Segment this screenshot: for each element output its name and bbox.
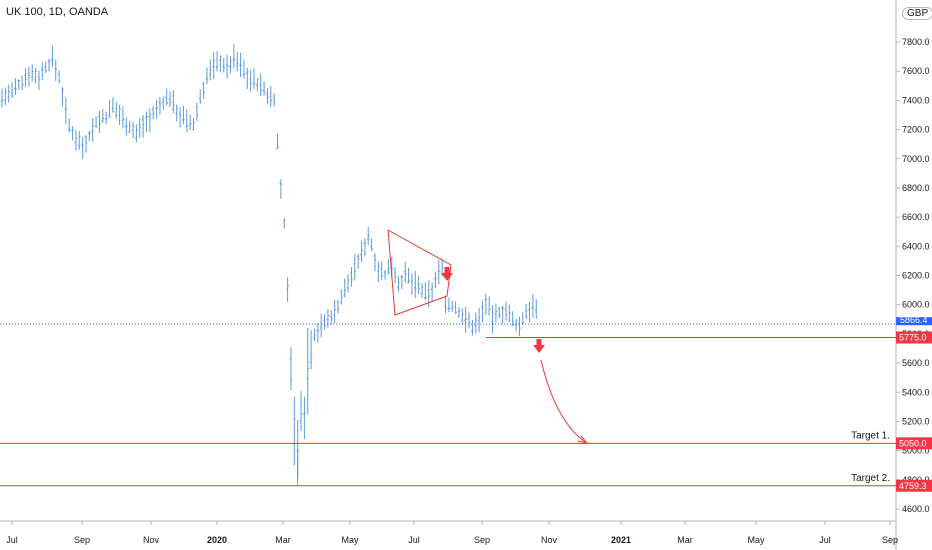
target-1-annotation: Target 1. [851, 430, 890, 441]
projection-curve[interactable] [540, 359, 586, 443]
y-tick-label: 7600.0 [902, 66, 930, 76]
y-tick-label: 6000.0 [902, 300, 930, 310]
down-arrow-icon [533, 339, 545, 353]
triangle-pattern[interactable] [387, 229, 452, 316]
y-tick-label: 7400.0 [902, 95, 930, 105]
currency-badge[interactable]: GBP [902, 7, 932, 20]
target-1-price-label: 5050.0 [899, 438, 927, 448]
x-tick-label: 2021 [611, 535, 631, 545]
x-tick-label: Mar [275, 535, 291, 545]
projection-arrowhead-icon [577, 435, 589, 444]
y-tick-label: 4600.0 [902, 504, 930, 514]
y-tick-label: 5400.0 [902, 387, 930, 397]
target-2-annotation: Target 2. [851, 473, 890, 484]
last-price-tag [896, 317, 932, 326]
x-tick-label: Sep [882, 535, 898, 545]
down-arrow-icon [441, 267, 453, 281]
x-tick-label: Jul [408, 535, 420, 545]
y-tick-label: 5200.0 [902, 416, 930, 426]
x-tick-label: Sep [74, 535, 90, 545]
y-tick-label: 7000.0 [902, 154, 930, 164]
y-tick-label: 7800.0 [902, 37, 930, 47]
target-2-price-label: 4759.3 [899, 481, 927, 491]
chart-title: UK 100, 1D, OANDA [6, 6, 109, 18]
target-2-price-tag [896, 479, 932, 492]
x-tick-label: Sep [474, 535, 490, 545]
x-tick-label: Jul [6, 535, 18, 545]
x-tick-label: Nov [143, 535, 160, 545]
y-tick-label: 6200.0 [902, 271, 930, 281]
x-tick-label: Mar [677, 535, 693, 545]
last-price-label: 5866.4 [900, 315, 928, 325]
x-tick-label: 2020 [207, 535, 227, 545]
y-tick-label: 6400.0 [902, 241, 930, 251]
x-tick-label: May [747, 535, 765, 545]
y-tick-label: 5000.0 [902, 446, 930, 456]
y-tick-label: 7200.0 [902, 125, 930, 135]
x-tick-label: Nov [541, 535, 558, 545]
target-1-price-tag [896, 437, 932, 450]
support-price-tag [896, 331, 932, 344]
x-tick-label: May [341, 535, 359, 545]
x-tick-label: Jul [819, 535, 831, 545]
support-price-label: 5775.0 [899, 333, 927, 343]
y-tick-label: 5600.0 [902, 358, 930, 368]
y-tick-label: 6600.0 [902, 212, 930, 222]
y-tick-label: 6800.0 [902, 183, 930, 193]
